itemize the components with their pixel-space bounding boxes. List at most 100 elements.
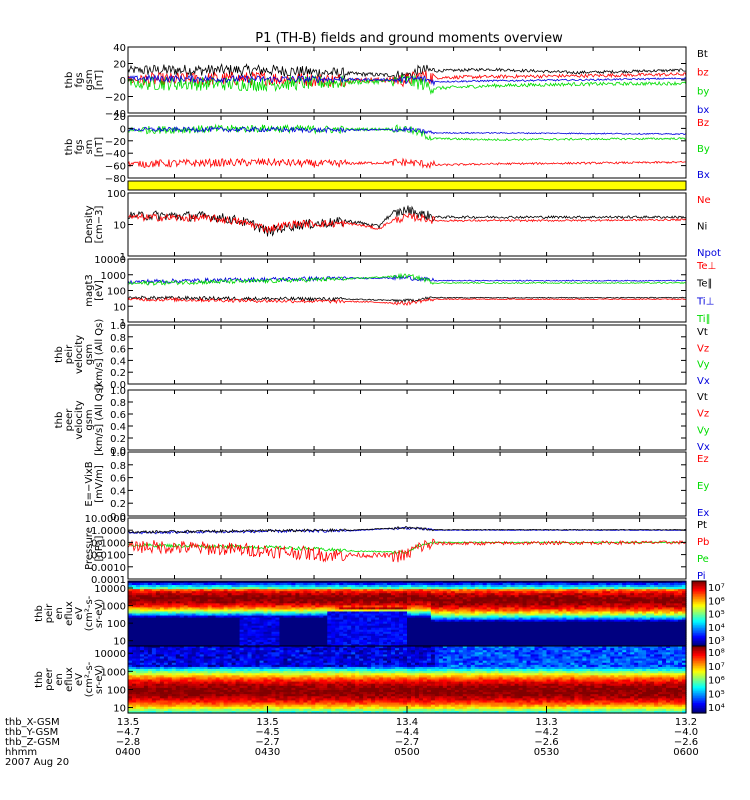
heat-cell-p9 [522, 589, 528, 592]
heat-cell-p9 [654, 627, 659, 631]
heat-cell-p9 [606, 637, 611, 641]
heat-cell-p9 [510, 631, 516, 635]
heat-cell-p9 [403, 615, 408, 619]
heat-cell-p9 [399, 603, 404, 606]
heat-cell-p9 [267, 581, 273, 584]
heat-cell-p9 [291, 599, 296, 602]
heat-cell-p9 [462, 643, 468, 647]
heat-cell-p9 [522, 617, 528, 621]
heat-cell-p9 [574, 615, 579, 619]
heat-cell-p9 [139, 601, 145, 604]
heat-cell-p9 [558, 593, 564, 596]
heat-cell-p9 [422, 611, 428, 615]
heat-cell-p9 [391, 625, 396, 629]
heat-cell-p9 [614, 595, 619, 598]
heat-cell-p9 [283, 603, 289, 606]
heat-cell-p9 [514, 629, 520, 633]
heat-cell-p9 [375, 615, 380, 619]
heat-cell-p9 [367, 597, 372, 600]
heat-cell-p9 [450, 595, 456, 598]
heat-cell-p9 [610, 603, 615, 606]
heat-cell-p9 [546, 605, 552, 609]
heat-cell-p9 [506, 641, 512, 645]
heat-cell-p9 [263, 599, 269, 602]
heat-cell-p9 [339, 603, 344, 606]
heat-cell-p9 [271, 623, 277, 627]
heat-cell-p9 [518, 607, 524, 611]
heat-cell-p9 [315, 585, 320, 588]
heat-cell-p9 [279, 613, 285, 617]
heat-cell-p9 [407, 625, 412, 629]
heat-cell-p9 [191, 625, 197, 629]
heat-cell-p9 [602, 595, 607, 598]
heat-cell-p9 [311, 609, 316, 613]
heat-cell-p10 [128, 692, 133, 695]
heat-cell-p9 [666, 589, 671, 592]
heat-cell-p9 [275, 601, 281, 604]
heat-cell-p9 [562, 595, 568, 598]
heat-cell-p9 [131, 613, 137, 617]
heat-cell-p9 [418, 601, 424, 604]
heat-cell-p9 [582, 635, 587, 639]
heat-cell-p9 [143, 625, 149, 629]
heat-cell-p9 [466, 641, 472, 645]
heat-cell-p9 [654, 625, 659, 629]
heat-cell-p9 [199, 597, 205, 600]
heat-cell-p9 [654, 621, 659, 625]
heat-cell-p9 [255, 629, 261, 633]
heat-cell-p9 [510, 643, 516, 647]
heat-cell-p9 [183, 607, 189, 611]
heat-cell-p9 [570, 627, 575, 631]
heat-cell-p9 [347, 589, 352, 592]
heat-cell-p9 [658, 619, 663, 623]
heat-cell-p9 [243, 605, 249, 609]
heat-cell-p9 [682, 587, 687, 590]
heat-cell-p9 [163, 629, 169, 633]
heat-cell-p9 [379, 607, 384, 611]
colorbar-label-p9: 10⁴ [708, 623, 725, 634]
heat-cell-p9 [458, 641, 464, 645]
heat-cell-p9 [510, 619, 516, 623]
ytick-label-p8: 0.0100 [91, 551, 126, 562]
heat-cell-p9 [131, 627, 137, 631]
heat-cell-p9 [470, 629, 476, 633]
ylabel-p7: E=−VixB [84, 461, 95, 506]
heat-cell-p9 [454, 607, 460, 611]
heat-cell-p9 [319, 629, 324, 633]
heat-cell-p9 [347, 611, 352, 615]
heat-cell-p9 [654, 643, 659, 647]
heat-cell-p9 [387, 629, 392, 633]
heat-cell-p9 [128, 625, 133, 629]
heat-cell-p9 [422, 633, 428, 637]
heat-cell-p9 [490, 627, 496, 631]
heat-cell-p9 [227, 611, 233, 615]
heat-cell-p9 [203, 603, 209, 606]
heat-cell-p9 [307, 595, 312, 598]
heat-cell-p9 [506, 611, 512, 615]
heat-cell-p9 [582, 593, 587, 596]
heat-cell-p9 [462, 615, 468, 619]
heat-cell-p9 [426, 615, 432, 619]
heat-cell-p9 [650, 639, 655, 643]
heat-cell-p9 [454, 589, 460, 592]
heat-cell-p9 [355, 595, 360, 598]
heat-cell-p9 [295, 601, 300, 604]
heat-cell-p9 [410, 625, 416, 629]
heat-cell-p9 [315, 619, 320, 623]
heat-cell-p10 [131, 662, 137, 666]
heat-cell-p9 [598, 607, 603, 611]
heat-cell-p9 [638, 629, 643, 633]
heat-cell-p9 [434, 621, 440, 625]
heat-cell-p9 [159, 627, 165, 631]
heat-cell-p9 [331, 605, 336, 609]
heat-cell-p9 [562, 631, 568, 635]
heat-cell-p9 [367, 643, 372, 647]
heat-cell-p9 [446, 643, 452, 647]
heat-cell-p9 [446, 587, 452, 590]
heat-cell-p9 [267, 625, 273, 629]
heat-cell-p9 [371, 631, 376, 635]
heat-cell-p9 [582, 591, 587, 594]
heat-cell-p9 [255, 593, 261, 596]
heat-cell-p9 [227, 585, 233, 588]
